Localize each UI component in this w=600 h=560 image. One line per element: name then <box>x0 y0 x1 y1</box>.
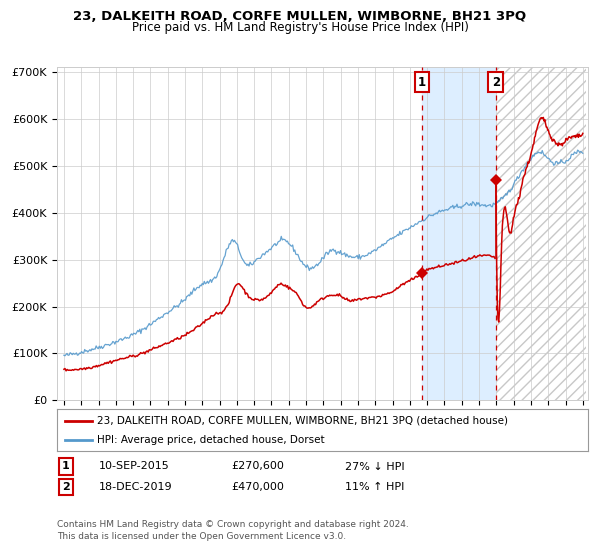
Text: 23, DALKEITH ROAD, CORFE MULLEN, WIMBORNE, BH21 3PQ (detached house): 23, DALKEITH ROAD, CORFE MULLEN, WIMBORN… <box>97 416 508 426</box>
Text: 18-DEC-2019: 18-DEC-2019 <box>99 482 173 492</box>
Text: Contains HM Land Registry data © Crown copyright and database right 2024.
This d: Contains HM Land Registry data © Crown c… <box>57 520 409 541</box>
Text: HPI: Average price, detached house, Dorset: HPI: Average price, detached house, Dors… <box>97 435 325 445</box>
Text: 11% ↑ HPI: 11% ↑ HPI <box>345 482 404 492</box>
Text: £470,000: £470,000 <box>231 482 284 492</box>
Text: 1: 1 <box>418 76 426 88</box>
Text: 27% ↓ HPI: 27% ↓ HPI <box>345 461 404 472</box>
Text: 1: 1 <box>62 461 70 472</box>
Bar <box>496 67 586 400</box>
Bar <box>422 67 496 400</box>
Text: 10-SEP-2015: 10-SEP-2015 <box>99 461 170 472</box>
Text: £270,600: £270,600 <box>231 461 284 472</box>
Text: 23, DALKEITH ROAD, CORFE MULLEN, WIMBORNE, BH21 3PQ: 23, DALKEITH ROAD, CORFE MULLEN, WIMBORN… <box>73 10 527 22</box>
Bar <box>496 67 586 400</box>
Text: Price paid vs. HM Land Registry's House Price Index (HPI): Price paid vs. HM Land Registry's House … <box>131 21 469 34</box>
Text: 2: 2 <box>62 482 70 492</box>
Text: 2: 2 <box>492 76 500 88</box>
